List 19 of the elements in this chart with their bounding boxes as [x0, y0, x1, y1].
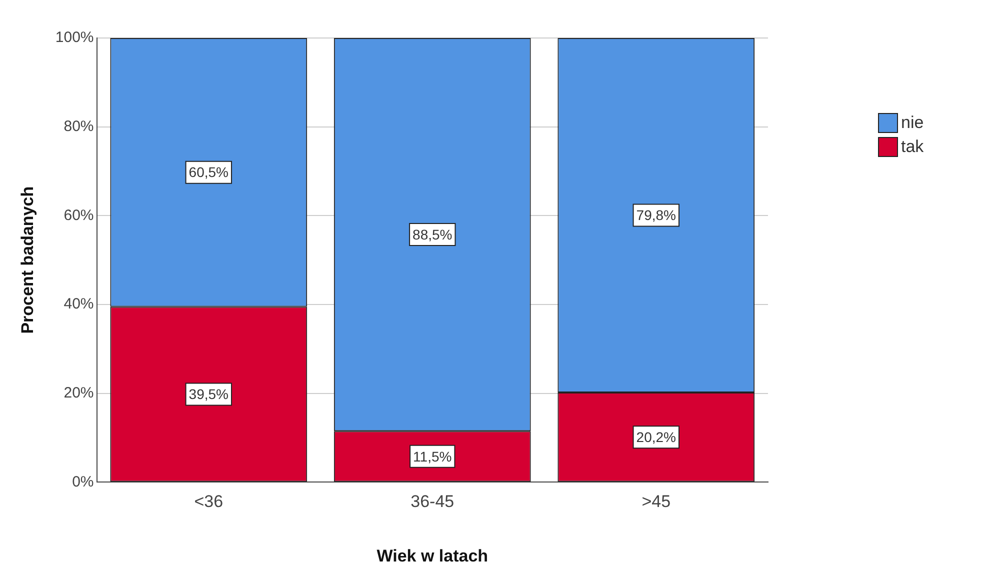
y-tick-label: 0%	[72, 473, 94, 490]
data-label: 88,5%	[412, 226, 452, 242]
data-label: 60,5%	[188, 164, 228, 180]
data-label: 39,5%	[188, 386, 228, 402]
y-axis-title: Procent badanych	[18, 186, 37, 334]
y-tick-label: 40%	[64, 296, 94, 313]
x-tick-label: <36	[194, 492, 224, 512]
x-tick-label: >45	[642, 492, 671, 512]
x-axis-title: Wiek w latach	[376, 546, 488, 566]
legend-label: tak	[901, 137, 924, 157]
text: nie	[901, 113, 924, 133]
y-tick-label: 100%	[55, 29, 94, 46]
data-label: 20,2%	[636, 428, 676, 445]
y-tick-label: 20%	[64, 384, 94, 402]
x-tick-label: 36-45	[410, 492, 454, 512]
y-tick-label: 80%	[64, 118, 94, 135]
y-tick-label: 60%	[64, 206, 94, 224]
data-label: 11,5%	[413, 448, 452, 464]
data-label: 79,8%	[636, 207, 676, 224]
